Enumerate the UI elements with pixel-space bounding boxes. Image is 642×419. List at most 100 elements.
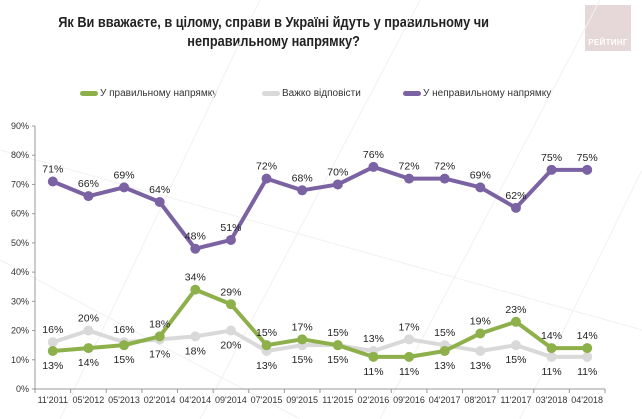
- data-point: [332, 340, 343, 351]
- legend-item-right-direction: У правильному напрямку: [80, 88, 217, 99]
- legend-item-hard-to-say: Важко відповісти: [262, 88, 361, 99]
- data-label: 72%: [399, 161, 420, 173]
- data-point: [404, 334, 415, 345]
- data-point: [439, 346, 450, 357]
- legend-label: Важко відповісти: [282, 88, 361, 99]
- data-point: [404, 351, 415, 362]
- rating-logo: РЕЙТИНГ: [585, 5, 631, 51]
- data-label: 15%: [292, 354, 313, 366]
- data-label: 18%: [149, 318, 170, 330]
- data-label: 15%: [327, 327, 348, 339]
- data-point: [582, 343, 593, 354]
- background-line: [379, 0, 601, 419]
- data-point: [47, 176, 58, 187]
- y-tick-label: 60%: [11, 209, 29, 219]
- x-tick-label: 04'2014: [179, 395, 211, 405]
- legend-label: У правильному напрямку: [100, 88, 218, 99]
- data-label: 66%: [78, 178, 99, 190]
- data-point: [297, 185, 308, 196]
- data-label: 14%: [577, 330, 598, 342]
- data-label: 11%: [363, 366, 383, 378]
- data-point: [190, 331, 201, 342]
- data-point: [439, 173, 450, 184]
- data-label: 15%: [434, 327, 455, 339]
- series-line-0: [52, 287, 588, 359]
- data-label: 19%: [470, 315, 491, 327]
- y-tick-label: 20%: [11, 326, 29, 336]
- legend-swatch-purple: [403, 91, 421, 96]
- x-tick-label: 11'2017: [500, 395, 531, 405]
- data-label: 20%: [220, 340, 241, 352]
- data-label: 75%: [577, 152, 598, 164]
- background-line: [199, 0, 421, 419]
- data-point: [119, 182, 130, 193]
- data-point: [332, 179, 343, 190]
- data-label: 20%: [78, 313, 99, 325]
- data-label: 69%: [470, 169, 491, 181]
- x-tick-label: 09'2016: [393, 395, 425, 405]
- logo-text: РЕЙТИНГ: [588, 38, 628, 47]
- data-label: 34%: [185, 272, 206, 284]
- background-line: [519, 169, 642, 419]
- x-tick-label: 05'2013: [108, 395, 140, 405]
- data-label: 16%: [114, 324, 135, 336]
- y-tick-label: 80%: [11, 150, 29, 160]
- data-label: 15%: [505, 354, 526, 366]
- y-tick-label: 30%: [11, 296, 29, 306]
- data-label: 13%: [42, 360, 63, 372]
- data-label: 15%: [114, 354, 135, 366]
- x-tick-label: 02'2014: [144, 395, 176, 405]
- y-tick-label: 70%: [11, 179, 29, 189]
- data-label: 11%: [577, 366, 597, 378]
- data-point: [47, 346, 58, 357]
- x-tick-label: 09'2014: [215, 395, 247, 405]
- data-label: 15%: [256, 327, 277, 339]
- data-label: 18%: [185, 345, 206, 357]
- data-label: 17%: [399, 321, 420, 333]
- data-point: [83, 191, 94, 202]
- data-point: [368, 351, 379, 362]
- data-label: 16%: [42, 324, 63, 336]
- data-point: [582, 164, 593, 175]
- x-tick-label: 09'2015: [286, 395, 318, 405]
- y-tick-label: 90%: [11, 121, 29, 131]
- x-tick-label: 04'2018: [571, 395, 603, 405]
- data-point: [225, 234, 236, 245]
- data-point: [404, 173, 415, 184]
- data-point: [225, 325, 236, 336]
- data-point: [83, 325, 94, 336]
- data-label: 13%: [470, 360, 491, 372]
- data-point: [510, 202, 521, 213]
- x-tick-label: 04'2017: [429, 395, 461, 405]
- chart-title: Як Ви вважаєте, в цілому, справи в Украї…: [58, 15, 489, 50]
- y-tick-label: 10%: [11, 355, 29, 365]
- legend: У правильному напрямку Важко відповісти …: [0, 88, 642, 104]
- data-label: 29%: [220, 286, 241, 298]
- x-tick-label: 11'2015: [322, 395, 353, 405]
- data-point: [47, 337, 58, 348]
- y-tick-label: 0%: [16, 384, 29, 394]
- data-point: [261, 340, 272, 351]
- x-tick-label: 08'2017: [464, 395, 496, 405]
- x-tick-label: 03'2018: [536, 395, 568, 405]
- x-tick-label: 05'2012: [73, 395, 105, 405]
- data-label: 14%: [541, 330, 562, 342]
- data-point: [582, 351, 593, 362]
- data-point: [225, 299, 236, 310]
- data-point: [546, 343, 557, 354]
- data-label: 72%: [256, 161, 277, 173]
- data-point: [190, 284, 201, 295]
- data-point: [297, 334, 308, 345]
- data-label: 11%: [541, 366, 561, 378]
- background-line: [0, 149, 642, 331]
- data-point: [190, 243, 201, 254]
- data-point: [368, 161, 379, 172]
- data-label: 71%: [42, 164, 63, 176]
- data-label: 13%: [256, 360, 277, 372]
- data-label: 17%: [149, 348, 170, 360]
- y-tick-label: 50%: [11, 238, 29, 248]
- data-label: 64%: [149, 184, 170, 196]
- legend-item-wrong-direction: У неправильному напрямку: [403, 88, 551, 99]
- data-point: [475, 328, 486, 339]
